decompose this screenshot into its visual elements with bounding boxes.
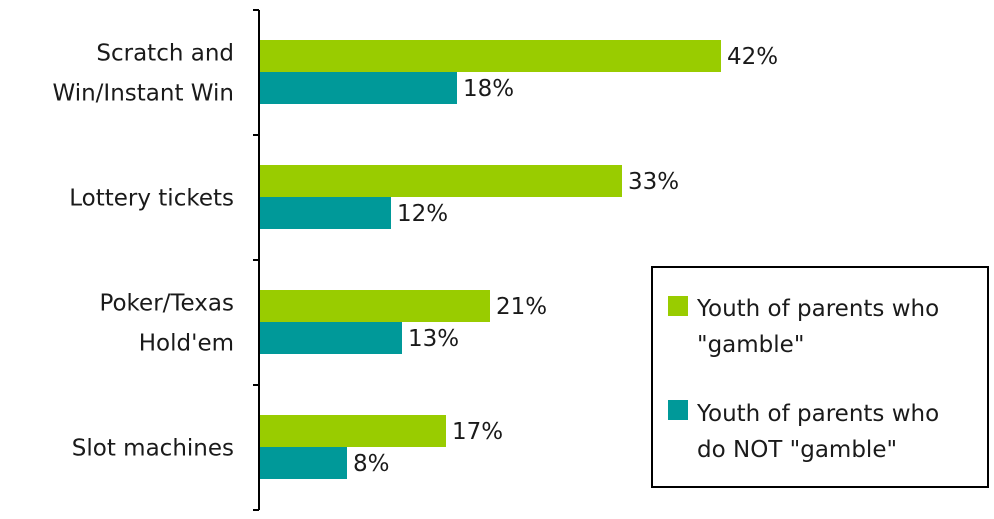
data-label-s1-c0: 18% bbox=[463, 76, 514, 102]
legend-label-1: Youth of parents who do NOT "gamble" bbox=[696, 401, 939, 463]
category-label-1-line-0: Lottery tickets bbox=[69, 186, 234, 212]
category-label-3: Slot machines bbox=[72, 436, 234, 462]
data-label-s1-c3: 8% bbox=[353, 451, 390, 477]
bar-s1-c1 bbox=[259, 197, 391, 229]
category-label-0: Scratch and Win/Instant Win bbox=[52, 41, 234, 107]
bar-s0-c0 bbox=[259, 40, 721, 72]
data-label-s0-c0: 42% bbox=[727, 44, 778, 70]
bar-s1-c3 bbox=[259, 447, 347, 479]
category-label-2-line-1: Hold'em bbox=[139, 331, 234, 357]
category-label-0-line-1: Win/Instant Win bbox=[52, 81, 234, 107]
category-label-2-line-0: Poker/Texas bbox=[99, 291, 234, 317]
bar-s0-c2 bbox=[259, 290, 490, 322]
category-label-0-line-0: Scratch and bbox=[96, 41, 234, 67]
legend-label-0-line-1: "gamble" bbox=[697, 332, 804, 358]
legend-swatch-0 bbox=[668, 296, 688, 316]
bar-s1-c2 bbox=[259, 322, 402, 354]
data-label-s1-c1: 12% bbox=[397, 201, 448, 227]
legend-box bbox=[651, 266, 989, 488]
legend-label-0: Youth of parents who "gamble" bbox=[696, 296, 939, 358]
data-label-s0-c3: 17% bbox=[452, 419, 503, 445]
category-label-2: Poker/Texas Hold'em bbox=[99, 291, 234, 357]
data-label-s0-c2: 21% bbox=[496, 294, 547, 320]
legend-label-0-line-0: Youth of parents who bbox=[696, 296, 939, 322]
category-label-1: Lottery tickets bbox=[69, 186, 234, 212]
bar-s0-c3 bbox=[259, 415, 446, 447]
bar-s1-c0 bbox=[259, 72, 457, 104]
category-label-3-line-0: Slot machines bbox=[72, 436, 234, 462]
legend-label-1-line-1: do NOT "gamble" bbox=[697, 437, 897, 463]
data-label-s0-c1: 33% bbox=[628, 169, 679, 195]
data-label-s1-c2: 13% bbox=[408, 326, 459, 352]
legend-label-1-line-0: Youth of parents who bbox=[696, 401, 939, 427]
bar-s0-c1 bbox=[259, 165, 622, 197]
legend-swatch-1 bbox=[668, 400, 688, 420]
